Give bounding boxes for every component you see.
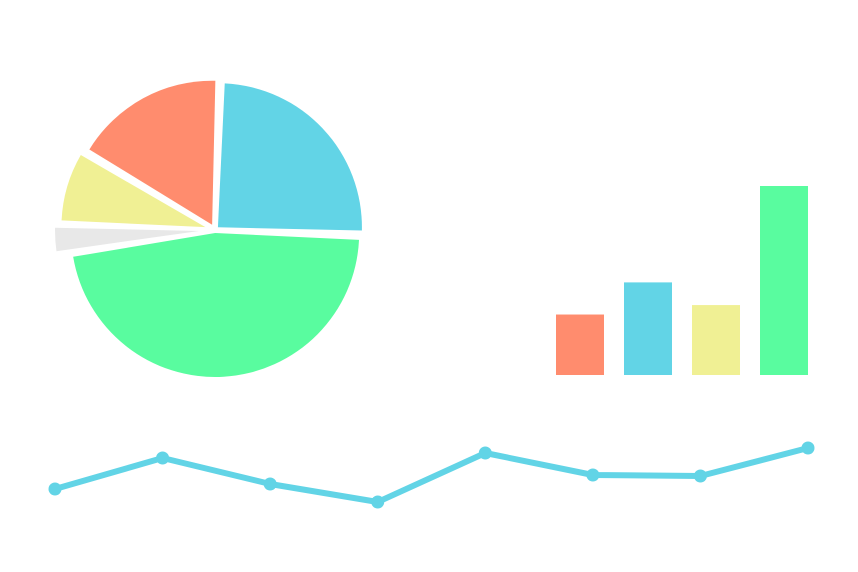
pie-slice <box>89 80 216 225</box>
bar <box>556 314 604 375</box>
line-point <box>693 469 707 483</box>
bar <box>760 186 808 375</box>
line-chart <box>48 441 815 509</box>
pie-slice <box>55 227 200 252</box>
line-point <box>263 477 277 491</box>
pie-slice <box>73 232 360 377</box>
line-series <box>52 445 811 505</box>
pie-chart <box>55 80 362 377</box>
bar <box>692 305 740 375</box>
bar-chart <box>556 186 808 375</box>
line-point <box>586 468 600 482</box>
line-point <box>156 451 170 465</box>
pie-slice <box>61 154 206 228</box>
line-point <box>801 441 815 455</box>
line-point <box>48 482 62 496</box>
line-point <box>478 446 492 460</box>
line-point <box>371 495 385 509</box>
pie-slice <box>217 83 362 231</box>
bar <box>624 282 672 375</box>
